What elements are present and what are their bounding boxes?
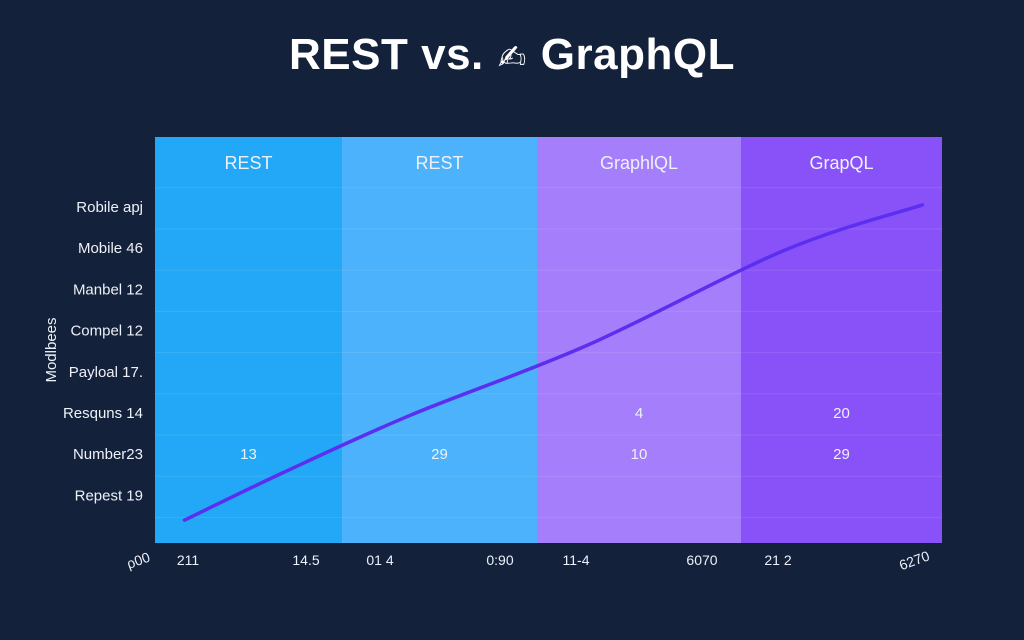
row-label: Mobile 46 bbox=[78, 240, 143, 257]
cell-value: 20 bbox=[833, 405, 850, 422]
row-label: Repest 19 bbox=[75, 487, 143, 504]
column-header: GraphlQL bbox=[600, 153, 678, 173]
row-label: Manbel 12 bbox=[73, 281, 143, 298]
x-tick-label: 21 2 bbox=[764, 552, 791, 568]
row-label: Robile apj bbox=[76, 199, 143, 216]
row-label: Number23 bbox=[73, 446, 143, 463]
hand-icon: ✍ bbox=[497, 39, 527, 77]
row-label: Compel 12 bbox=[70, 323, 143, 340]
cell-value: 13 bbox=[240, 446, 257, 463]
y-axis-label: Modlbees bbox=[43, 317, 60, 382]
row-label: Payloal 17. bbox=[69, 364, 143, 381]
series-line bbox=[182, 203, 925, 522]
column-band bbox=[342, 137, 537, 543]
column-band bbox=[155, 137, 342, 543]
column-band bbox=[537, 137, 741, 543]
column-header: GrapQL bbox=[809, 153, 873, 173]
x-tick-label: 0:90 bbox=[486, 552, 513, 568]
x-tick-label: 6270 bbox=[897, 547, 932, 573]
x-tick-label: 11-4 bbox=[563, 552, 590, 568]
title-right: GraphQL bbox=[540, 30, 735, 79]
cell-value: 4 bbox=[635, 405, 643, 422]
x-tick-label: 14.5 bbox=[292, 552, 319, 568]
column-band bbox=[741, 137, 942, 543]
column-header: REST bbox=[415, 153, 463, 173]
title-left: REST vs. bbox=[289, 30, 484, 79]
x-tick-label: ρ00 bbox=[124, 549, 152, 572]
cell-value: 29 bbox=[431, 446, 448, 463]
x-tick-label: 211 bbox=[177, 552, 200, 568]
x-tick-label: 01 4 bbox=[366, 552, 393, 568]
cell-value: 10 bbox=[631, 446, 648, 463]
row-label: Resquns 14 bbox=[63, 405, 143, 422]
column-header: REST bbox=[224, 153, 272, 173]
chart-title: REST vs. ✍ GraphQL bbox=[0, 30, 1024, 80]
cell-value: 29 bbox=[833, 446, 850, 463]
x-tick-label: 6070 bbox=[686, 552, 717, 568]
